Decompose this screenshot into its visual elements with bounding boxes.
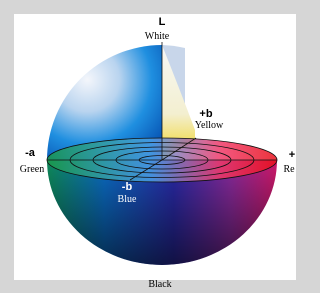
- axis-symbol: -b: [122, 181, 133, 193]
- axis-name: Yellow: [195, 120, 224, 131]
- axis-name: Green: [20, 164, 44, 175]
- axis-name: Black: [148, 279, 171, 290]
- axis-symbol: +b: [199, 108, 212, 120]
- axis-symbol: -a: [25, 147, 36, 159]
- axis-name: Re: [283, 164, 295, 175]
- lab-color-sphere: L White +b Yellow -a Green + Re -b Blue …: [0, 0, 296, 293]
- axis-symbol: L: [159, 16, 166, 28]
- axis-name: Blue: [118, 194, 137, 205]
- axis-symbol: +: [289, 149, 295, 161]
- axis-name: White: [145, 31, 170, 42]
